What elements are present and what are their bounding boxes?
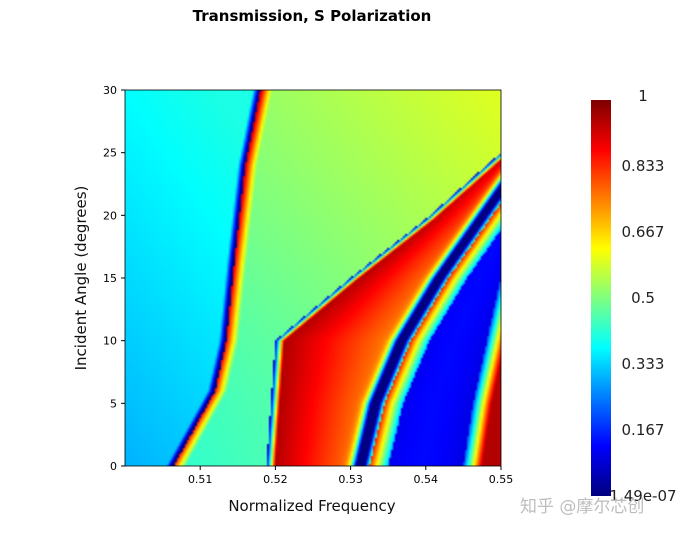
colorbar-tick-label: 1	[638, 87, 648, 105]
x-tick-label: 0.51	[188, 473, 213, 486]
y-tick-label: 0	[110, 460, 117, 473]
colorbar-tick-label: 0.333	[622, 355, 665, 373]
y-tick-label: 5	[110, 397, 117, 410]
y-tick-label: 10	[103, 335, 117, 348]
x-tick-label: 0.53	[338, 473, 363, 486]
colorbar-tick-label: 0.667	[622, 223, 665, 241]
y-tick-label: 20	[103, 209, 117, 222]
heatmap	[125, 90, 501, 466]
y-tick-label: 15	[103, 272, 117, 285]
chart-title: Transmission, S Polarization	[193, 7, 432, 25]
x-tick-label: 0.54	[414, 473, 439, 486]
colorbar-ticks: 1 0.833 0.667 0.5 0.333 0.167 1.49e-07	[609, 87, 676, 505]
y-tick-label: 25	[103, 147, 117, 160]
colorbar	[591, 100, 611, 496]
axes: 0.51 0.52 0.53 0.54 0.55 0 5 10 15 20 25 30	[103, 84, 513, 486]
colorbar-tick-label: 1.49e-07	[609, 487, 676, 505]
colorbar-tick-label: 0.5	[631, 289, 655, 307]
x-tick-label: 0.55	[489, 473, 514, 486]
watermark: 知乎 @摩尔芯创	[520, 497, 644, 517]
y-axis-label: Incident Angle (degrees)	[72, 186, 90, 371]
y-tick-label: 30	[103, 84, 117, 97]
colorbar-tick-label: 0.833	[622, 157, 665, 175]
x-axis-label: Normalized Frequency	[228, 497, 395, 515]
colorbar-tick-label: 0.167	[622, 421, 665, 439]
x-tick-label: 0.52	[263, 473, 288, 486]
